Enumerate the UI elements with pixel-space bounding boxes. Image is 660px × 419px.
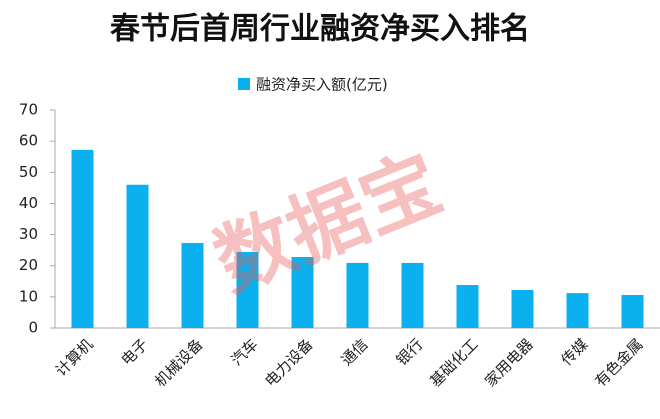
y-tick-label: 30 xyxy=(19,225,38,243)
y-tick-label: 20 xyxy=(19,256,38,274)
x-tick-label: 家用电器 xyxy=(481,335,536,390)
x-tick-label: 电力设备 xyxy=(261,335,316,390)
x-tick-label: 机械设备 xyxy=(151,335,206,390)
x-tick-label: 基础化工 xyxy=(426,335,481,390)
x-tick-label: 银行 xyxy=(393,335,427,369)
y-tick-label: 50 xyxy=(19,163,38,181)
y-tick-label: 0 xyxy=(28,319,38,337)
legend-swatch xyxy=(238,78,250,90)
chart-title: 春节后首周行业融资净买入排名 xyxy=(110,12,530,47)
legend-label: 融资净买入额(亿元) xyxy=(256,76,388,94)
x-tick-label: 计算机 xyxy=(52,335,97,380)
x-tick-label: 汽车 xyxy=(228,335,262,369)
bar xyxy=(181,242,204,328)
bar xyxy=(621,294,644,328)
y-tick-label: 40 xyxy=(19,194,38,212)
bar xyxy=(71,149,94,328)
x-tick-label: 传媒 xyxy=(558,335,592,369)
bar xyxy=(126,184,149,328)
y-tick-label: 10 xyxy=(19,287,38,305)
bar xyxy=(291,256,314,328)
bar xyxy=(456,285,479,328)
bar xyxy=(511,290,534,328)
y-tick-label: 70 xyxy=(19,101,38,119)
x-tick-label: 通信 xyxy=(338,335,372,369)
x-tick-label: 电子 xyxy=(118,335,152,369)
bar xyxy=(236,252,259,328)
bar xyxy=(401,262,424,328)
x-tick-label: 有色金属 xyxy=(591,335,646,390)
bar xyxy=(566,293,589,328)
y-tick-label: 60 xyxy=(19,132,38,150)
bar xyxy=(346,262,369,328)
